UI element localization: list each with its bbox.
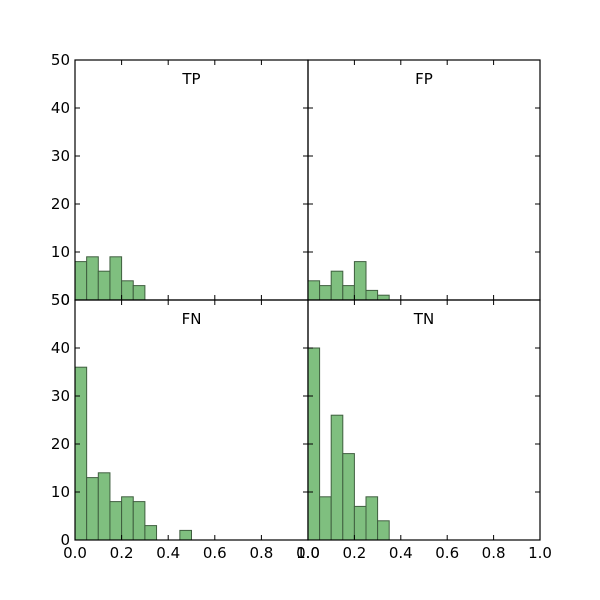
histogram-bar	[97, 270, 111, 301]
panel-title-fn: FN	[182, 310, 202, 328]
histogram-bar	[97, 472, 111, 541]
panel-fn: 0 10 20 30 40 50 0.0 0.2 0.4 0.6 0.8 1.0 FN	[51, 291, 320, 562]
histogram-bar	[132, 501, 146, 541]
panel-title-tn: TN	[413, 310, 434, 328]
histogram-bar	[377, 294, 390, 301]
histogram-bar	[342, 285, 355, 301]
x-tick-label: 0.6	[435, 544, 459, 562]
histogram-bar	[365, 496, 379, 541]
histogram-bar	[109, 256, 123, 301]
histogram-bar	[179, 529, 193, 541]
histogram-bar	[377, 520, 390, 541]
y-tick-label: 0	[60, 291, 70, 309]
x-tick-label: 0.2	[110, 544, 134, 562]
y-tick-label: 10	[51, 243, 70, 261]
x-tick-label: 0.0	[296, 544, 320, 562]
histogram-bar	[86, 256, 99, 301]
panel-title-fp: FP	[415, 70, 433, 88]
y-tick-label: 0	[60, 531, 70, 549]
x-tick-label: 0.6	[203, 544, 227, 562]
y-tick-label: 40	[51, 99, 70, 117]
x-tick-label: 0.8	[249, 544, 273, 562]
y-tick-label: 30	[51, 147, 70, 165]
y-tick-label: 40	[51, 339, 70, 357]
histogram-bar	[365, 289, 379, 301]
histogram-bar	[353, 505, 367, 541]
histogram-bar	[353, 261, 367, 301]
histogram-bar	[307, 280, 321, 301]
histogram-bar	[330, 414, 344, 541]
y-tick-label: 30	[51, 387, 70, 405]
histogram-bar	[132, 285, 146, 301]
y-tick-label: 50	[51, 291, 70, 309]
x-tick-label: 1.0	[296, 544, 320, 562]
histogram-bar	[121, 496, 134, 541]
y-tick-label: 50	[51, 51, 70, 69]
histogram-bar	[74, 366, 88, 541]
panel-tn: 0.0 0.2 0.4 0.6 0.8 1.0 TN	[296, 299, 552, 562]
histogram-bar	[342, 453, 355, 541]
x-tick-label: 0.8	[482, 544, 506, 562]
y-tick-label: 20	[51, 195, 70, 213]
histogram-bar	[144, 525, 158, 541]
x-tick-label: 0.4	[389, 544, 413, 562]
y-tick-label: 20	[51, 435, 70, 453]
x-tick-label: 0.0	[63, 544, 87, 562]
histogram-bar	[319, 285, 332, 301]
histogram-bar	[319, 496, 332, 541]
x-tick-label: 1.0	[528, 544, 552, 562]
histogram-bar	[109, 501, 123, 541]
histogram-bar	[74, 261, 88, 301]
panel-title-tp: TP	[181, 70, 200, 88]
y-tick-label: 10	[51, 483, 70, 501]
histogram-bar	[330, 270, 344, 301]
histogram-bar	[86, 477, 99, 541]
x-tick-label: 0.4	[156, 544, 180, 562]
histogram-bar	[121, 280, 134, 301]
x-tick-label: 0.2	[342, 544, 366, 562]
axes-frame-tn	[307, 299, 541, 541]
